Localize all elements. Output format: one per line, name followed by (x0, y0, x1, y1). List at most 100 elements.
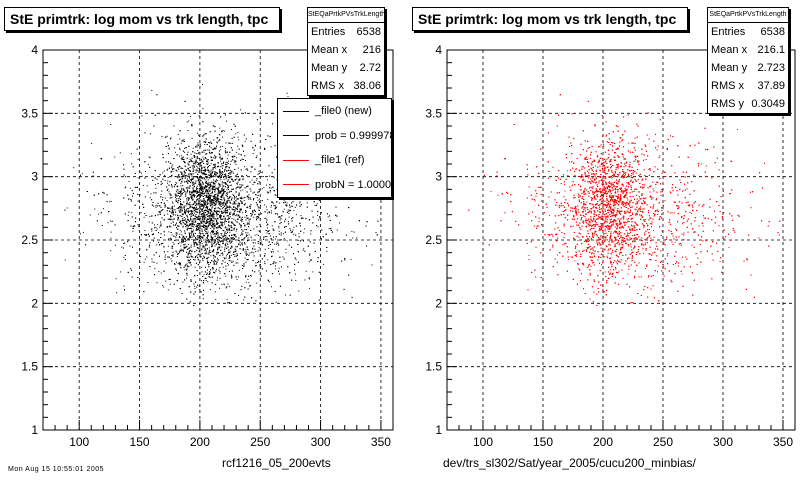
left-scatter-point (167, 188, 169, 190)
left-scatter-point (176, 256, 178, 257)
left-scatter-point (261, 213, 263, 215)
left-scatter-point (223, 161, 225, 163)
left-scatter-point (120, 271, 122, 273)
left-scatter-point (130, 268, 132, 270)
left-scatter-point (181, 178, 183, 180)
left-scatter-point (236, 255, 238, 256)
left-scatter-point (141, 115, 143, 117)
left-scatter-point (275, 205, 276, 207)
left-scatter-point (200, 221, 202, 222)
left-scatter-point (178, 207, 180, 208)
left-scatter-point (290, 231, 292, 233)
left-scatter-point (204, 202, 206, 204)
left-scatter-point (196, 162, 198, 163)
left-scatter-point (216, 137, 218, 139)
left-scatter-point (190, 116, 192, 117)
left-scatter-point (178, 168, 180, 170)
left-scatter-point (240, 169, 242, 171)
left-scatter-point (231, 241, 233, 243)
left-scatter-point (199, 254, 201, 256)
left-scatter-point (241, 158, 243, 160)
left-scatter-points (64, 84, 384, 306)
left-scatter-point (110, 200, 112, 202)
left-scatter-point (156, 244, 158, 246)
left-scatter-point (233, 136, 235, 138)
left-scatter-point (154, 184, 156, 185)
left-scatter-point (163, 286, 165, 288)
left-scatter-point (219, 255, 221, 256)
left-scatter-point (195, 224, 197, 226)
left-scatter-point (185, 225, 187, 227)
left-scatter-point (245, 261, 247, 263)
left-scatter-point (206, 170, 208, 171)
left-scatter-point (276, 241, 278, 243)
left-scatter-point (206, 173, 207, 175)
left-scatter-point (191, 157, 193, 159)
left-scatter-point (335, 206, 337, 208)
left-scatter-point (269, 191, 271, 193)
left-scatter-point (195, 221, 197, 223)
left-scatter-point (214, 166, 216, 167)
left-scatter-point (318, 299, 320, 301)
left-scatter-point (183, 138, 185, 140)
left-scatter-point (213, 203, 215, 205)
left-scatter-point (221, 193, 223, 195)
left-scatter-point (208, 198, 210, 200)
left-scatter-point (235, 163, 237, 165)
left-scatter-point (222, 167, 223, 169)
left-scatter-point (266, 184, 267, 186)
left-scatter-point (181, 181, 183, 183)
left-scatter-point (252, 153, 254, 155)
left-scatter-point (225, 167, 227, 169)
left-scatter-point (190, 153, 192, 155)
left-scatter-point (181, 176, 183, 178)
left-scatter-point (187, 254, 189, 256)
left-scatter-point (219, 271, 221, 272)
left-scatter-point (203, 274, 205, 276)
left-scatter-point (311, 210, 313, 212)
left-scatter-point (167, 245, 169, 247)
left-scatter-point (194, 191, 196, 193)
left-scatter-point (232, 260, 234, 262)
left-scatter-point (217, 192, 219, 194)
left-scatter-point (223, 190, 225, 192)
left-scatter-point (164, 254, 166, 256)
left-scatter-point (167, 207, 169, 209)
left-scatter-point (168, 231, 170, 233)
left-scatter-point (205, 250, 207, 252)
left-scatter-point (255, 194, 257, 196)
left-scatter-point (179, 222, 181, 223)
left-scatter-point (202, 169, 204, 171)
left-scatter-point (223, 216, 225, 218)
left-scatter-point (226, 240, 227, 242)
left-scatter-point (195, 153, 197, 155)
left-scatter-point (260, 226, 262, 228)
left-scatter-point (110, 231, 112, 233)
left-scatter-point (212, 216, 214, 218)
left-scatter-point (257, 242, 259, 244)
left-scatter-point (213, 187, 215, 189)
left-scatter-point (149, 157, 151, 159)
left-scatter-point (187, 190, 188, 192)
left-scatter-point (231, 227, 233, 229)
left-scatter-point (210, 141, 212, 143)
left-scatter-point (255, 144, 257, 146)
left-scatter-point (287, 209, 289, 211)
left-scatter-point (187, 238, 189, 240)
left-scatter-point (215, 223, 217, 225)
left-scatter-point (184, 151, 186, 153)
left-scatter-point (180, 195, 182, 197)
left-scatter-point (220, 228, 222, 229)
left-scatter-point (219, 246, 221, 248)
left-scatter-point (127, 241, 129, 243)
left-scatter-point (216, 210, 218, 212)
left-scatter-point (286, 240, 288, 242)
left-scatter-point (176, 167, 178, 169)
left-scatter-point (225, 237, 226, 239)
left-scatter-point (218, 183, 220, 185)
left-scatter-point (205, 217, 207, 219)
left-scatter-point (229, 256, 231, 258)
left-scatter-point (299, 202, 301, 204)
left-scatter-point (206, 192, 208, 194)
left-scatter-point (195, 201, 197, 203)
